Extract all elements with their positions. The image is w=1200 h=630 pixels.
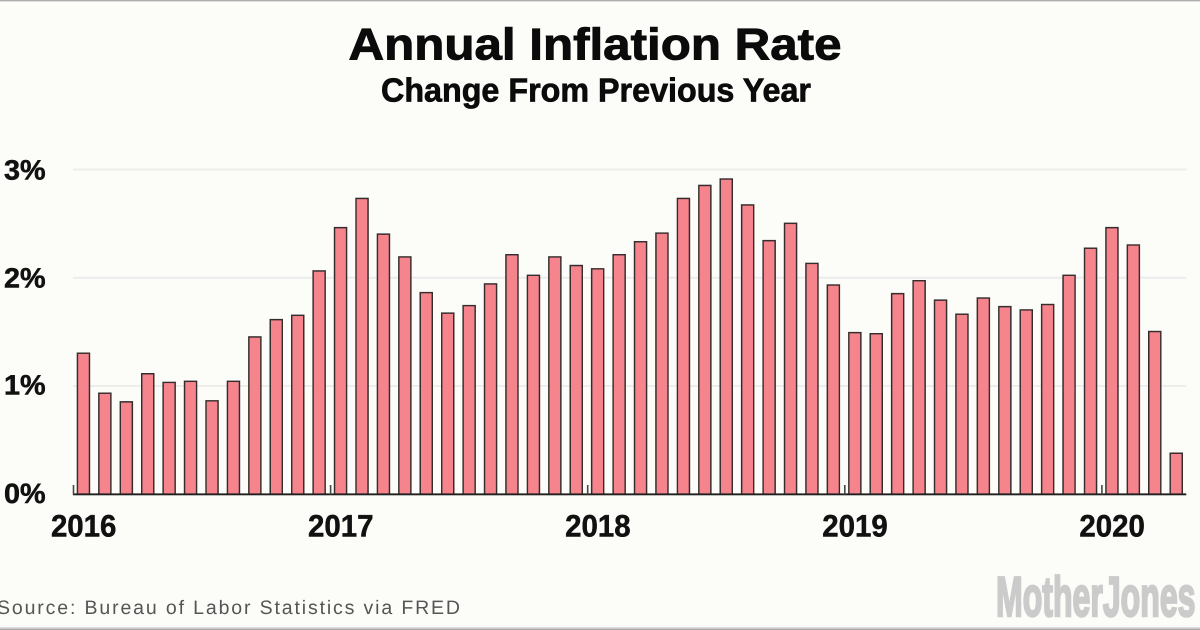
svg-text:2018: 2018 (565, 509, 631, 544)
svg-text:MotherJones: MotherJones (996, 565, 1196, 628)
svg-text:2%: 2% (4, 262, 46, 293)
svg-text:2019: 2019 (822, 509, 888, 544)
svg-text:Change From Previous Year: Change From Previous Year (381, 73, 811, 110)
svg-text:2016: 2016 (51, 509, 117, 544)
svg-text:1%: 1% (4, 369, 46, 400)
svg-text:2017: 2017 (308, 509, 374, 544)
svg-text:0%: 0% (4, 478, 46, 509)
svg-text:Annual Inflation Rate: Annual Inflation Rate (349, 21, 842, 70)
svg-text:3%: 3% (4, 154, 46, 185)
svg-text:2020: 2020 (1079, 509, 1145, 544)
